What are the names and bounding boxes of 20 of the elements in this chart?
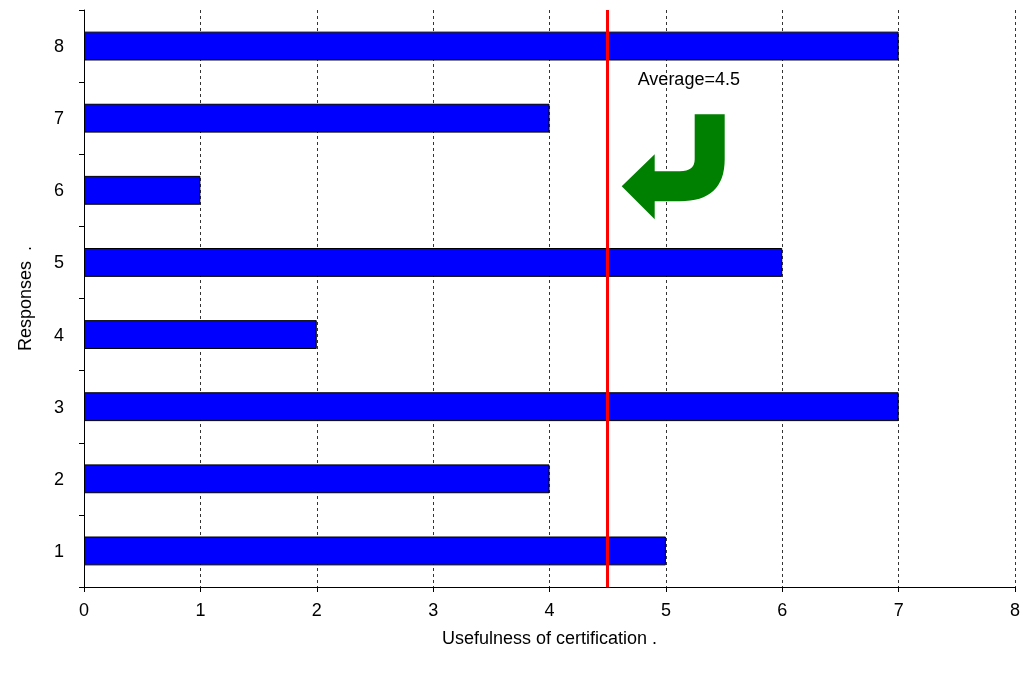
y-tick-label: 3 xyxy=(53,396,64,417)
y-tick-label: 4 xyxy=(53,324,64,345)
y-tick-label: 7 xyxy=(53,108,64,129)
y-tick-label: 8 xyxy=(53,36,64,57)
y-tick-label: 1 xyxy=(53,540,64,561)
x-tick-label: 1 xyxy=(195,600,206,620)
x-tick-label: 2 xyxy=(311,600,322,620)
y-tick-label: 2 xyxy=(53,468,64,489)
ref-line-label: Average=4.5 xyxy=(637,69,740,90)
y-tick-label: 6 xyxy=(53,180,64,201)
x-tick-label: 7 xyxy=(893,600,904,620)
x-tick-label: 6 xyxy=(777,600,788,620)
x-tick-label: 4 xyxy=(544,600,555,620)
y-axis-title: Responses . xyxy=(15,245,35,352)
x-tick-label: 3 xyxy=(428,600,439,620)
x-axis-title: Usefulness of certification . xyxy=(441,628,658,648)
y-tick-label: 5 xyxy=(53,252,64,273)
x-tick-label: 0 xyxy=(78,600,90,620)
x-tick-label: 8 xyxy=(1009,600,1021,620)
x-tick-label: 5 xyxy=(660,600,671,620)
